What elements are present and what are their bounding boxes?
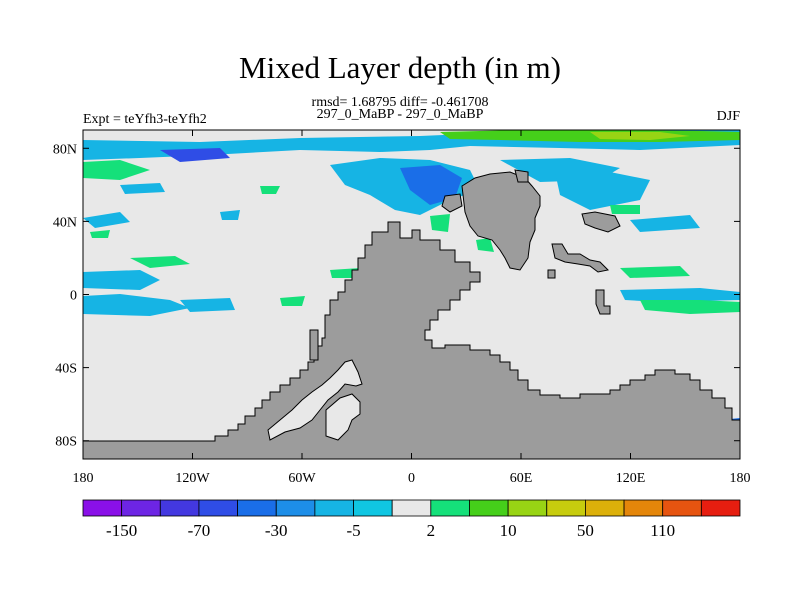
land-island-2 bbox=[551, 243, 610, 273]
colorbar-label: -30 bbox=[265, 521, 288, 540]
colorbar-swatch bbox=[159, 499, 200, 517]
land-island-4 bbox=[547, 269, 556, 279]
colorbar-label: 50 bbox=[577, 521, 594, 540]
patch-pac-5 bbox=[120, 183, 165, 194]
case-line: 297_0_MaBP - 297_0_MaBP bbox=[316, 107, 484, 122]
x-tick-label: 60W bbox=[288, 471, 316, 486]
colorbar-swatch bbox=[469, 499, 509, 517]
patch-pac-2 bbox=[130, 256, 190, 268]
patch-eq-blue bbox=[83, 270, 160, 290]
patch-med-green-2 bbox=[476, 238, 494, 252]
ocean-inlets bbox=[267, 359, 363, 441]
land-island-3 bbox=[595, 289, 611, 315]
experiment-label: Expt = teYfh3-teYfh2 bbox=[83, 112, 207, 127]
x-tick-label: 0 bbox=[408, 471, 415, 486]
colorbar-swatch bbox=[353, 499, 393, 517]
colorbar-swatch bbox=[585, 499, 625, 517]
patch-eq-blue-3 bbox=[180, 298, 235, 312]
x-tick-label: 120W bbox=[175, 471, 210, 486]
y-tick-label: 80N bbox=[53, 142, 77, 157]
colorbar-label: -150 bbox=[106, 521, 137, 540]
land-island-7 bbox=[309, 329, 319, 361]
x-tick-label: 120E bbox=[616, 471, 646, 486]
colorbar: -150 -70 -30 -5 2 10 50 110 bbox=[82, 499, 741, 540]
colorbar-swatch bbox=[623, 499, 664, 517]
x-tick-label: 180 bbox=[730, 471, 751, 486]
inlet-south bbox=[325, 393, 361, 441]
landmasses bbox=[82, 169, 741, 460]
patch-pac-4 bbox=[260, 186, 280, 194]
patch-barents-blue bbox=[555, 170, 650, 210]
map-plot: 180 120W 60W 0 60E 120E 180 80N 40N 0 40S 80S bbox=[53, 129, 751, 486]
patch-npacific-blue bbox=[630, 215, 700, 232]
colorbar-label: -5 bbox=[346, 521, 360, 540]
patch-pac-1 bbox=[83, 212, 130, 228]
y-tick-label: 80S bbox=[55, 435, 77, 450]
colorbar-swatch bbox=[391, 499, 432, 517]
colorbar-swatch bbox=[121, 499, 161, 517]
patch-eq-green-1 bbox=[280, 296, 305, 306]
y-axis: 80N 40N 0 40S 80S bbox=[53, 142, 740, 450]
patch-pac-6 bbox=[220, 210, 240, 220]
land-island-1 bbox=[581, 211, 621, 233]
patch-pacific-green bbox=[83, 160, 150, 180]
inlet-southwest bbox=[267, 359, 363, 441]
anomaly-patches bbox=[83, 130, 740, 440]
colorbar-swatch bbox=[546, 499, 586, 517]
patch-med-green bbox=[430, 214, 450, 232]
patch-arctic-yellow bbox=[590, 132, 690, 140]
colorbar-swatch bbox=[82, 499, 123, 517]
x-tick-label: 60E bbox=[510, 471, 533, 486]
patch-natlantic-dark bbox=[400, 165, 462, 205]
land-island-6 bbox=[514, 169, 529, 183]
colorbar-swatch bbox=[507, 499, 548, 517]
colorbar-swatch bbox=[430, 499, 470, 517]
patch-npacific-green bbox=[610, 205, 640, 214]
patch-io-blue bbox=[620, 288, 740, 302]
patch-io-green bbox=[620, 266, 690, 278]
colorbar-swatch bbox=[700, 499, 741, 517]
patch-eq-blue-2 bbox=[83, 294, 190, 316]
colorbar-label: 2 bbox=[427, 521, 436, 540]
patch-arctic-dark bbox=[160, 148, 230, 162]
y-tick-label: 0 bbox=[70, 289, 77, 304]
stats-line: rmsd= 1.68795 diff= -0.461708 bbox=[311, 95, 489, 110]
y-tick-label: 40N bbox=[53, 215, 77, 230]
colorbar-label: -70 bbox=[188, 521, 211, 540]
x-tick-label: 180 bbox=[73, 471, 94, 486]
land-island-5 bbox=[441, 193, 463, 213]
colorbar-swatch bbox=[662, 499, 702, 517]
x-axis: 180 120W 60W 0 60E 120E 180 bbox=[73, 130, 751, 486]
patch-pac-3 bbox=[90, 230, 110, 238]
map-title: Mixed Layer depth (in m) bbox=[239, 50, 561, 85]
colorbar-swatch bbox=[314, 499, 354, 517]
land-southern bbox=[82, 221, 741, 460]
land-greenland bbox=[461, 171, 541, 271]
colorbar-label: 10 bbox=[500, 521, 517, 540]
y-tick-label: 40S bbox=[55, 362, 77, 377]
season-label: DJF bbox=[716, 109, 740, 124]
colorbar-label: 110 bbox=[650, 521, 675, 540]
colorbar-swatch bbox=[275, 499, 316, 517]
colorbar-swatch bbox=[198, 499, 238, 517]
patch-io-green-2 bbox=[640, 300, 740, 314]
colorbar-swatch bbox=[237, 499, 277, 517]
